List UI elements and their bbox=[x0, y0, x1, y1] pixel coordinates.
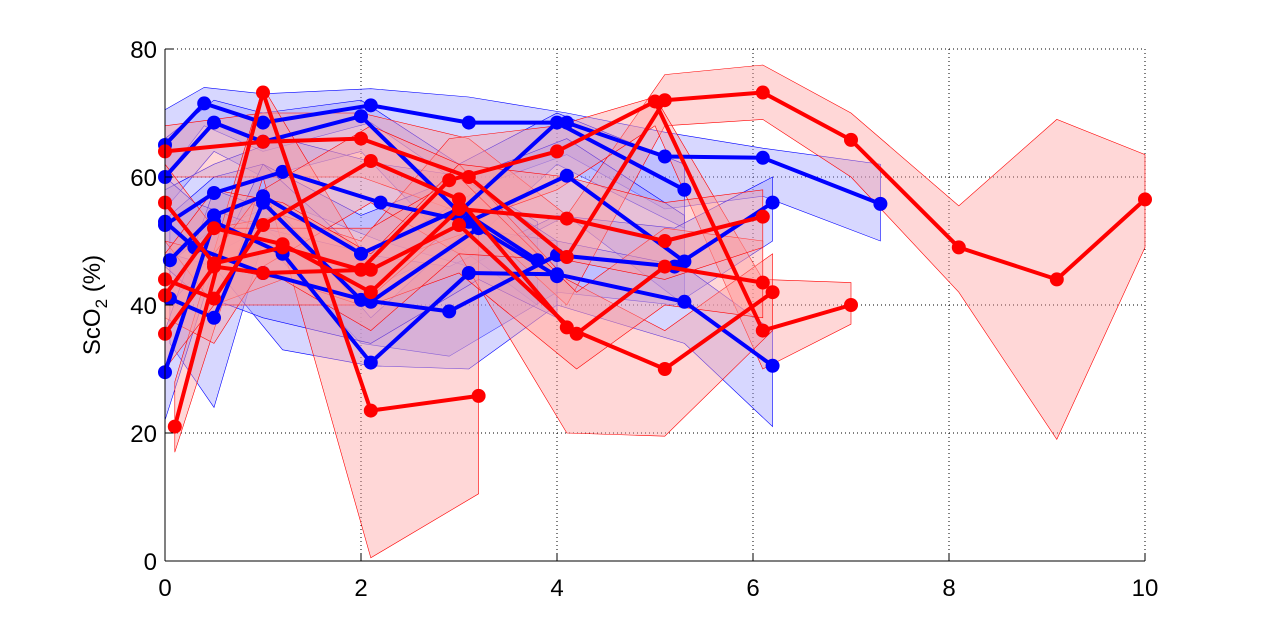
data-point-red bbox=[452, 202, 466, 216]
data-point-blue bbox=[256, 195, 270, 210]
series-line-red-11 bbox=[163, 223, 764, 336]
y-tick-label: 80 bbox=[130, 37, 157, 64]
y-tick-label: 20 bbox=[130, 421, 157, 448]
data-point-red bbox=[207, 221, 221, 236]
data-point-blue bbox=[363, 355, 378, 370]
data-point-red bbox=[648, 94, 662, 109]
data-point-red bbox=[256, 218, 270, 232]
data-point-red bbox=[559, 211, 574, 226]
data-point-blue bbox=[765, 358, 780, 373]
data-point-red bbox=[657, 234, 672, 248]
data-point-red bbox=[363, 154, 378, 168]
data-point-red bbox=[363, 403, 378, 418]
data-point-red bbox=[471, 388, 486, 403]
data-point-red bbox=[844, 132, 858, 147]
data-point-blue bbox=[256, 115, 270, 130]
data-point-red bbox=[1049, 272, 1064, 287]
band-blue-4 bbox=[169, 163, 773, 409]
data-point-blue bbox=[657, 149, 672, 164]
data-point-blue bbox=[550, 115, 564, 130]
x-tick-label: 4 bbox=[550, 575, 563, 602]
data-point-red bbox=[755, 85, 770, 100]
band-blue-5 bbox=[164, 189, 773, 428]
data-point-blue bbox=[162, 253, 177, 268]
data-point-red bbox=[559, 250, 574, 264]
data-point-blue bbox=[755, 150, 770, 165]
data-point-red bbox=[256, 266, 270, 280]
data-point-blue bbox=[197, 96, 212, 111]
data-point-blue bbox=[677, 182, 692, 197]
data-point-blue bbox=[363, 98, 378, 113]
data-point-red bbox=[755, 275, 770, 290]
y-tick-label: 0 bbox=[144, 549, 157, 576]
data-point-red bbox=[275, 237, 290, 252]
data-point-red bbox=[256, 85, 270, 100]
band-red-10 bbox=[164, 125, 773, 437]
data-point-red bbox=[256, 134, 270, 149]
data-point-blue bbox=[461, 266, 476, 280]
data-point-blue bbox=[207, 186, 221, 200]
data-point-blue bbox=[207, 310, 221, 325]
tick-labels: 0 2 4 6 8 10 0 20 40 60 80 bbox=[130, 37, 1158, 602]
data-point-blue bbox=[765, 195, 780, 210]
y-axis-label: ScO2 (%) bbox=[79, 255, 111, 355]
y-tick-label: 40 bbox=[130, 293, 157, 320]
data-point-red bbox=[442, 173, 457, 188]
data-point-blue bbox=[354, 246, 368, 261]
data-point-red bbox=[452, 218, 466, 232]
data-point-red bbox=[363, 285, 378, 300]
data-point-blue bbox=[373, 195, 388, 210]
data-point-blue bbox=[363, 294, 378, 309]
data-point-blue bbox=[275, 164, 290, 179]
data-point-blue bbox=[354, 109, 368, 124]
data-point-blue bbox=[873, 196, 888, 211]
series-line-blue-4 bbox=[169, 200, 774, 320]
data-point-red bbox=[167, 419, 182, 434]
data-point-red bbox=[207, 259, 221, 274]
x-tick-label: 10 bbox=[1132, 575, 1159, 602]
data-point-red bbox=[844, 298, 858, 312]
data-point-red bbox=[550, 144, 564, 159]
data-point-red bbox=[1138, 192, 1152, 207]
data-point-blue bbox=[461, 115, 476, 130]
data-point-red bbox=[951, 240, 966, 255]
data-point-red bbox=[569, 326, 584, 341]
data-point-red bbox=[207, 291, 221, 306]
x-tick-label: 0 bbox=[158, 575, 171, 602]
x-tick-label: 6 bbox=[746, 575, 759, 602]
data-point-blue bbox=[207, 115, 221, 130]
data-point-red bbox=[657, 259, 672, 274]
data-point-red bbox=[363, 262, 378, 277]
data-point-red bbox=[354, 131, 368, 146]
data-point-blue bbox=[677, 294, 692, 309]
series-line-red-12 bbox=[163, 207, 764, 297]
data-point-red bbox=[452, 192, 466, 207]
data-point-red bbox=[755, 209, 770, 224]
data-point-red bbox=[765, 285, 780, 300]
y-tick-label: 60 bbox=[130, 165, 157, 192]
series-lines bbox=[158, 85, 1152, 434]
x-tick-label: 2 bbox=[354, 575, 367, 602]
data-point-blue bbox=[550, 269, 564, 284]
axes bbox=[164, 48, 1146, 562]
series-line-red-10 bbox=[164, 159, 774, 371]
data-point-red bbox=[657, 362, 672, 376]
data-point-blue bbox=[442, 304, 457, 319]
x-tick-label: 8 bbox=[942, 575, 955, 602]
data-point-red bbox=[755, 323, 770, 338]
band-red-8 bbox=[174, 86, 479, 559]
data-point-blue bbox=[559, 168, 574, 183]
